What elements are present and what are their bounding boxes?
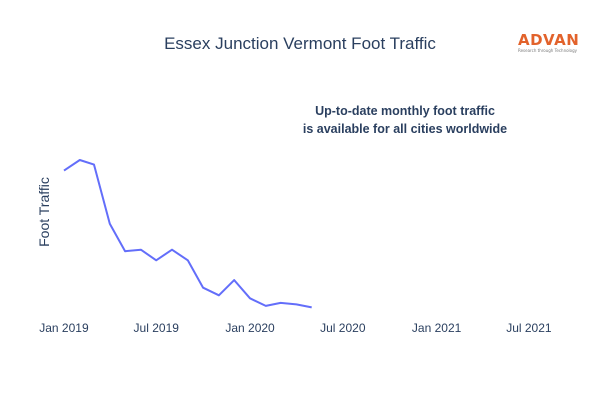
x-tick-label: Jan 2020	[225, 321, 275, 335]
chart-title: Essex Junction Vermont Foot Traffic	[164, 34, 436, 53]
chart-annotation: Up-to-date monthly foot traffic is avail…	[255, 102, 555, 138]
x-tick-label: Jan 2021	[412, 321, 462, 335]
x-tick-label: Jul 2020	[320, 321, 366, 335]
series-line	[63, 159, 312, 309]
annotation-line-1: Up-to-date monthly foot traffic	[315, 104, 495, 118]
x-tick-label: Jul 2019	[134, 321, 180, 335]
logo-wordmark: ADVAN	[518, 31, 580, 49]
logo-tagline: Research through Technology	[518, 48, 578, 53]
advan-logo: ADVAN Research through Technology	[518, 32, 582, 58]
annotation-line-2: is available for all cities worldwide	[302, 122, 508, 136]
x-tick-label: Jan 2019	[39, 321, 89, 335]
x-tick-label: Jul 2021	[506, 321, 552, 335]
